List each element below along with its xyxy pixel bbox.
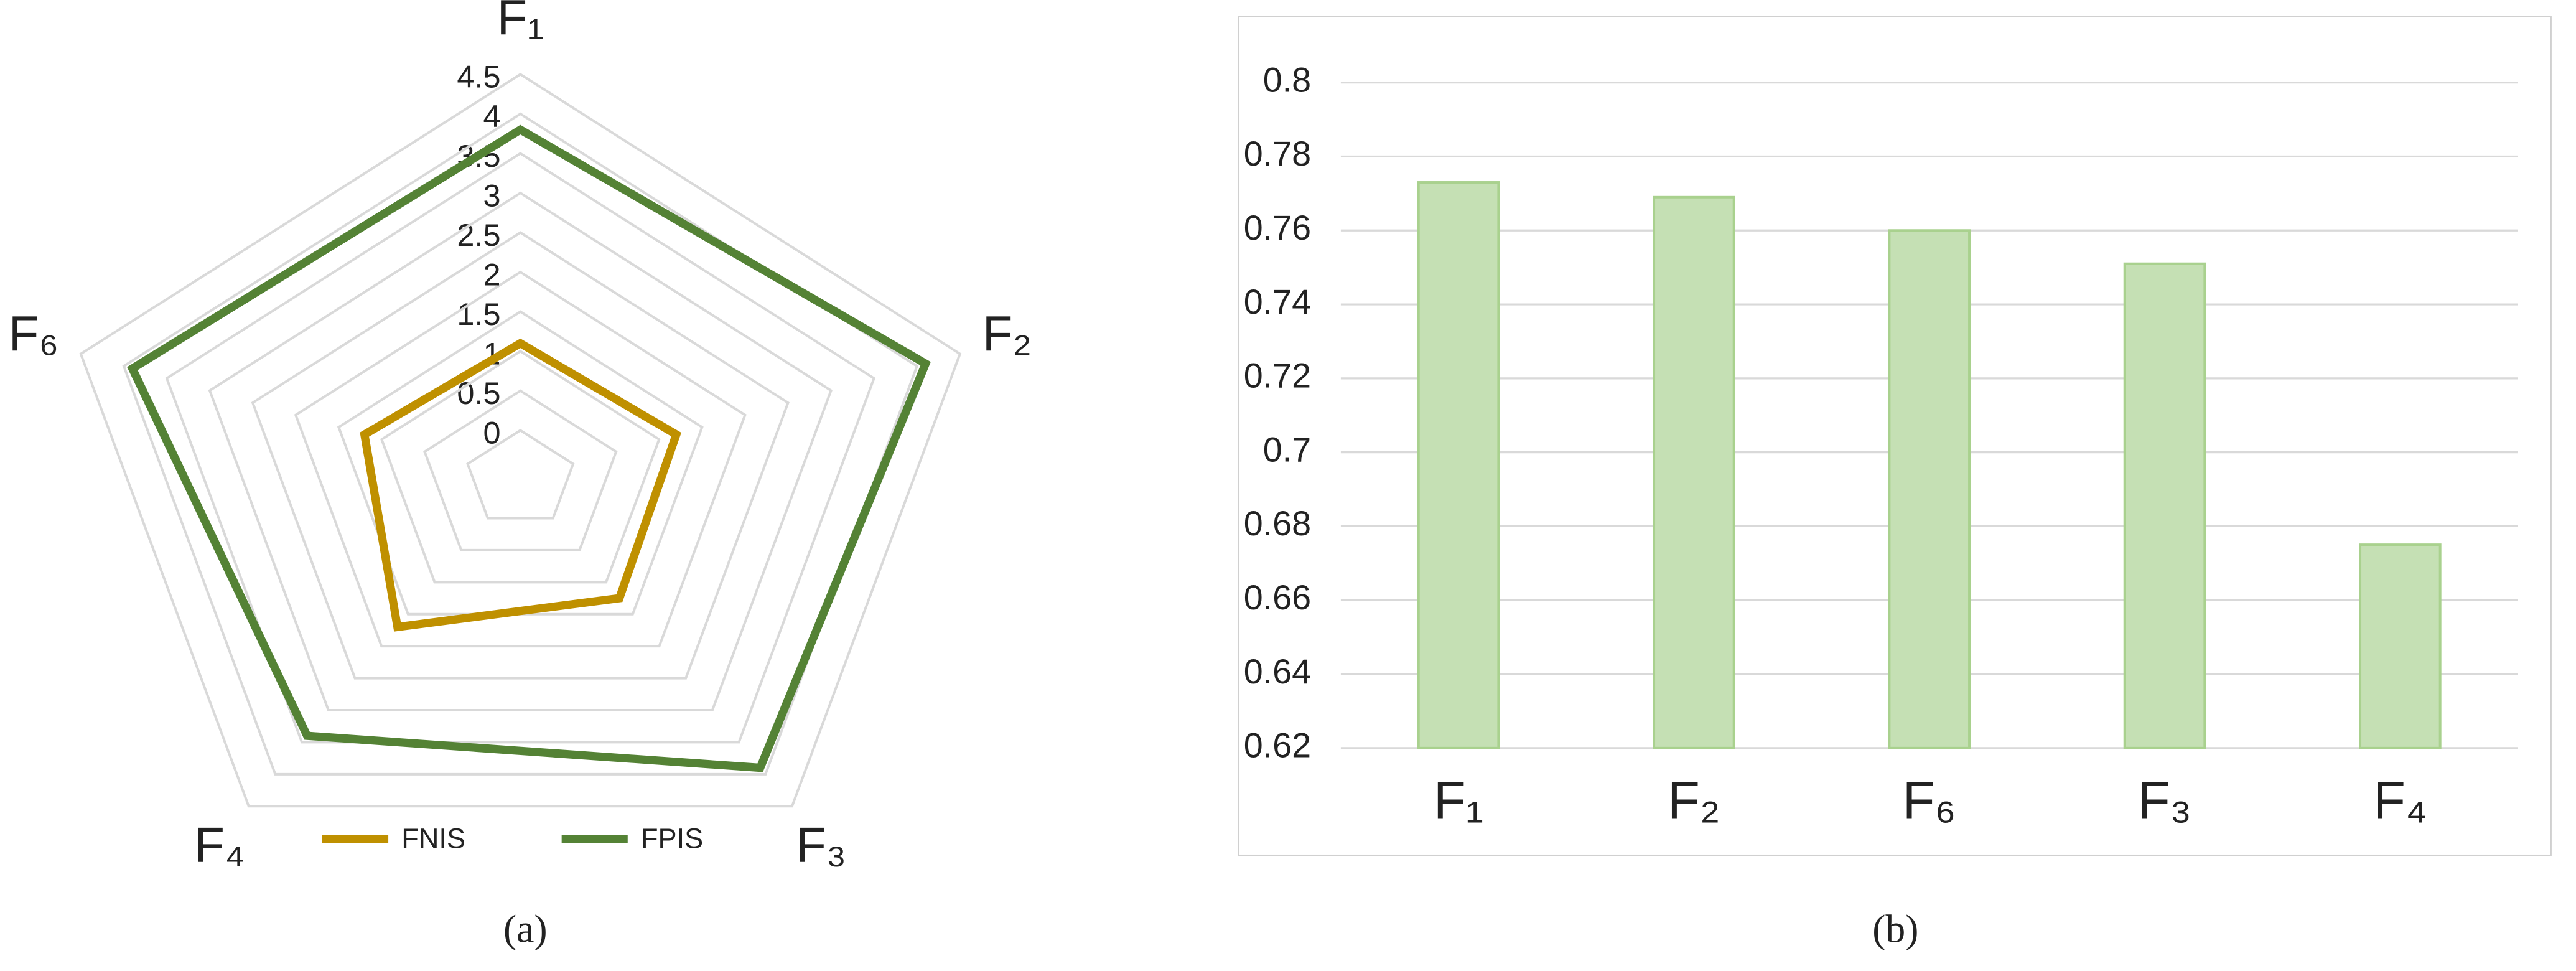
bar xyxy=(1417,181,1500,749)
bar xyxy=(2359,543,2442,749)
x-tick-label: F₁ xyxy=(1434,770,1483,829)
grid-ring xyxy=(208,191,833,711)
caption: (a) xyxy=(503,907,548,951)
r-tick-label: 3 xyxy=(483,177,500,213)
r-tick-label: 2.5 xyxy=(457,217,500,253)
y-tick-label: 0.74 xyxy=(1244,283,1311,321)
bar xyxy=(1888,229,1971,749)
y-tick-label: 0.68 xyxy=(1244,504,1311,543)
grid-ring xyxy=(423,389,618,551)
axis-label: F₃ xyxy=(796,817,846,873)
grid-ring xyxy=(79,73,962,808)
radar-point xyxy=(758,766,762,770)
grid-ring xyxy=(380,349,661,584)
grid-ring xyxy=(165,152,876,744)
bar xyxy=(2123,262,2206,749)
legend-label: FPIS xyxy=(641,822,703,854)
radar-point xyxy=(674,433,678,436)
x-tick-label: F₃ xyxy=(2138,770,2191,829)
legend-label: FNIS xyxy=(401,822,465,854)
axis-label: F₁ xyxy=(497,0,544,45)
grid-ring xyxy=(337,310,704,616)
y-tick-label: 0.66 xyxy=(1244,578,1311,617)
y-tick-label: 0.62 xyxy=(1244,726,1311,765)
y-tick-label: 0.7 xyxy=(1263,430,1311,469)
radar-point xyxy=(518,128,522,132)
grid-ring xyxy=(466,429,575,520)
radar-point xyxy=(305,734,309,738)
radar-point xyxy=(363,433,366,436)
grid-ring xyxy=(251,231,790,680)
y-tick-label: 0.8 xyxy=(1263,60,1311,99)
y-tick-label: 0.78 xyxy=(1244,134,1311,173)
r-tick-label: 2 xyxy=(483,256,500,292)
y-tick-label: 0.72 xyxy=(1244,357,1311,395)
axis-label: F₄ xyxy=(194,817,245,873)
bar xyxy=(1653,195,1735,749)
x-tick-label: F₄ xyxy=(2373,770,2427,829)
radar-point xyxy=(923,362,928,365)
radar-line xyxy=(360,338,681,632)
x-tick-label: F₂ xyxy=(1668,770,1720,829)
r-tick-label: 0.5 xyxy=(457,375,500,411)
radar-point xyxy=(131,367,134,370)
chart-frame xyxy=(1238,16,2552,856)
x-tick-label: F₆ xyxy=(1903,770,1956,829)
r-tick-label: 1.5 xyxy=(457,296,500,332)
radar-point xyxy=(617,596,622,600)
r-tick-label: 0 xyxy=(483,415,500,451)
grid-ring xyxy=(294,270,747,648)
caption: (b) xyxy=(1872,907,1918,951)
radar-line xyxy=(127,124,931,772)
r-tick-label: 4 xyxy=(483,98,500,134)
axis-label: F₆ xyxy=(9,306,59,361)
radar-point xyxy=(396,625,399,629)
r-tick-label: 4.5 xyxy=(457,59,500,95)
axis-label: F₂ xyxy=(982,306,1032,361)
y-tick-label: 0.64 xyxy=(1244,652,1311,691)
y-tick-label: 0.76 xyxy=(1244,209,1311,247)
radar-point xyxy=(518,341,522,345)
